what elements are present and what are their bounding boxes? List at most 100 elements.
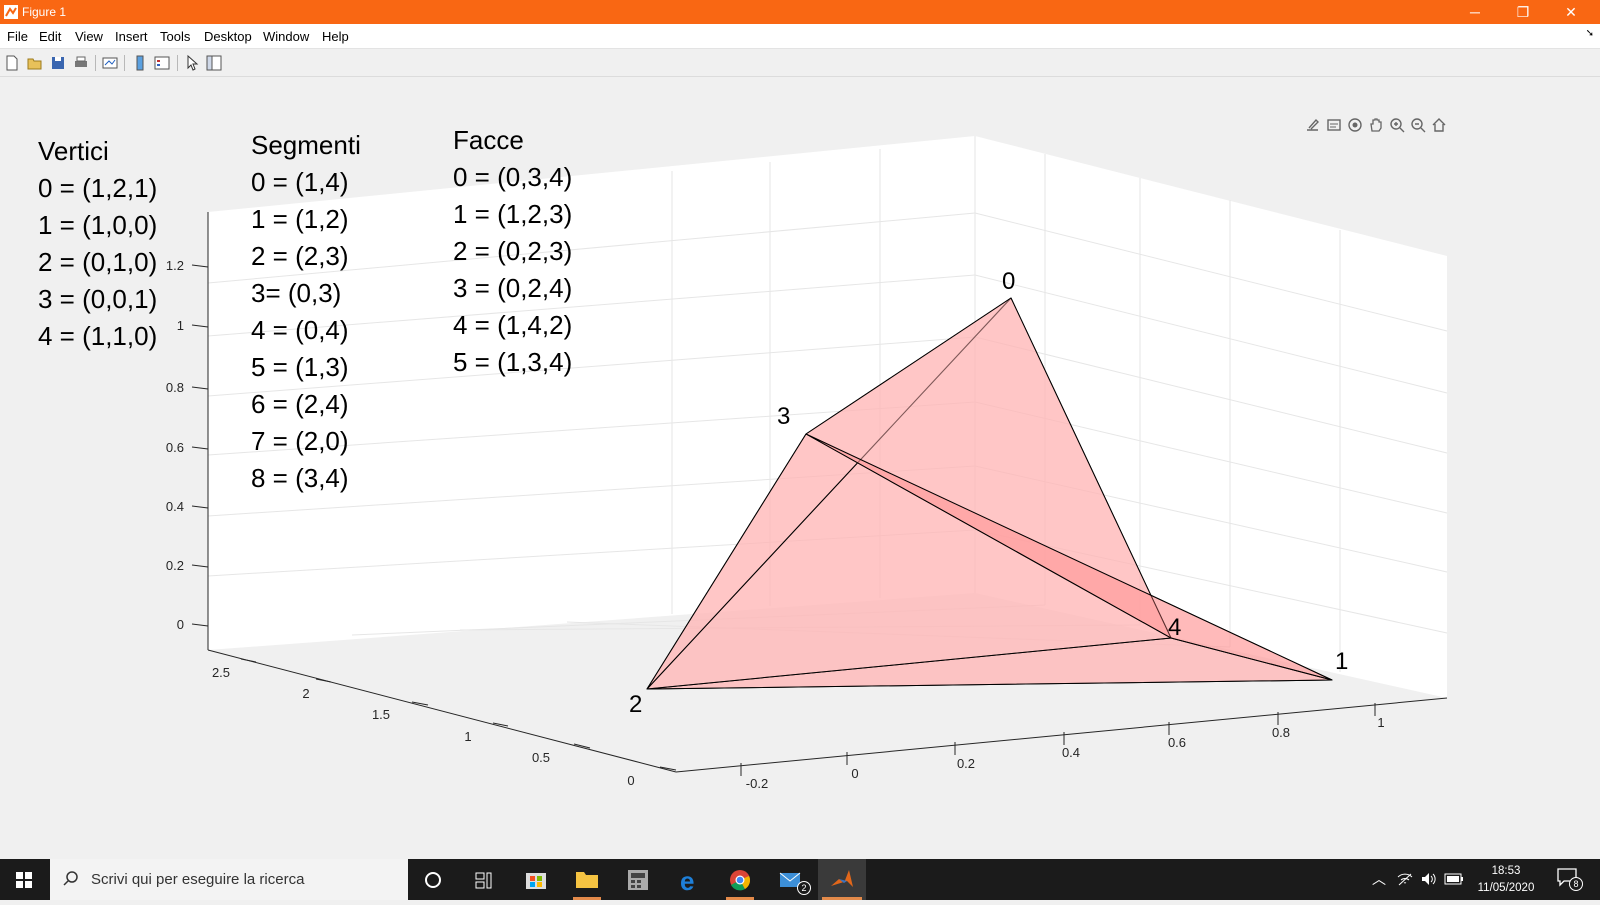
figure-canvas: 0 0.2 0.4 0.6 0.8 1 1.2 0 0.5 1 1.5 2 2.… (0, 78, 1600, 859)
title-bar: Figure 1 ─ ❐ ✕ (0, 0, 1600, 24)
vertex-label: 1 (1335, 648, 1348, 675)
search-icon (63, 871, 78, 886)
y-tick-label: 1 (464, 729, 471, 744)
segmenti-item: 0 = (1,4) (251, 167, 349, 197)
segmenti-item: 8 = (3,4) (251, 463, 349, 493)
new-figure-icon[interactable] (3, 54, 21, 72)
cortana-icon[interactable] (409, 859, 457, 900)
segmenti-item: 3= (0,3) (251, 278, 341, 308)
file-explorer-icon[interactable] (563, 859, 611, 900)
vertex-label: 4 (1168, 614, 1181, 641)
maximize-button[interactable]: ❐ (1516, 4, 1530, 20)
z-tick-label: 0.6 (166, 440, 184, 455)
vertici-title: Vertici (38, 136, 109, 166)
edit-plot-icon[interactable] (183, 54, 201, 72)
polyhedron-faces (646, 297, 1333, 690)
taskbar-search-box[interactable]: Scrivi qui per eseguire la ricerca (50, 859, 408, 900)
menu-tools[interactable]: Tools (160, 29, 191, 44)
microsoft-store-icon[interactable] (512, 859, 560, 900)
rotate-3d-icon[interactable] (1346, 116, 1364, 134)
mail-app-button[interactable]: 2 (767, 859, 815, 900)
segmenti-item: 7 = (2,0) (251, 426, 349, 456)
facce-item: 1 = (1,2,3) (453, 199, 572, 229)
z-tick-label: 0.2 (166, 558, 184, 573)
facce-item: 4 = (1,4,2) (453, 310, 572, 340)
menu-help[interactable]: Help (322, 29, 349, 44)
link-plot-icon[interactable] (101, 54, 119, 72)
notification-icon (1557, 868, 1577, 887)
search-placeholder: Scrivi qui per eseguire la ricerca (91, 871, 305, 888)
save-icon[interactable] (49, 54, 67, 72)
brush-icon[interactable] (1304, 116, 1322, 134)
axis-lines (207, 212, 1448, 773)
vertici-item: 4 = (1,1,0) (38, 321, 157, 351)
vertici-item: 2 = (0,1,0) (38, 247, 157, 277)
zoom-out-icon[interactable] (1409, 116, 1427, 134)
matlab-taskbar-button[interactable] (818, 859, 866, 900)
home-icon[interactable] (1430, 116, 1448, 134)
x-tick-label: 0 (851, 766, 858, 781)
taskbar: Scrivi qui per eseguire la ricerca e 2 ︿… (0, 859, 1600, 900)
x-tick-label: 0.2 (957, 756, 975, 771)
axes-toolbar (1304, 116, 1454, 136)
menu-insert[interactable]: Insert (115, 29, 148, 44)
facce-item: 3 = (0,2,4) (453, 273, 572, 303)
zoom-in-icon[interactable] (1388, 116, 1406, 134)
action-center-button[interactable]: 8 (1556, 867, 1588, 893)
print-icon[interactable] (72, 54, 90, 72)
minimize-button[interactable]: ─ (1470, 4, 1480, 20)
mail-icon (779, 872, 801, 887)
edge-browser-icon[interactable]: e (665, 859, 713, 900)
mail-badge: 2 (797, 881, 811, 895)
vertici-item: 1 = (1,0,0) (38, 210, 157, 240)
z-tick-label: 0 (177, 617, 184, 632)
segmenti-item: 1 = (1,2) (251, 204, 349, 234)
facce-item: 2 = (0,2,3) (453, 236, 572, 266)
facce-item: 0 = (0,3,4) (453, 162, 572, 192)
menu-bar: File Edit View Insert Tools Desktop Wind… (0, 24, 1600, 49)
x-tick-label: 0.4 (1062, 745, 1080, 760)
clock-date: 11/05/2020 (1477, 882, 1535, 894)
matlab-figure-icon (4, 5, 18, 19)
colorbar-icon[interactable] (131, 54, 149, 72)
clock-time: 18:53 (1491, 865, 1521, 877)
property-inspector-icon[interactable] (205, 54, 223, 72)
volume-icon[interactable] (1420, 871, 1438, 887)
legend-icon[interactable] (153, 54, 171, 72)
y-tick-label: 0 (627, 773, 634, 788)
menu-window[interactable]: Window (263, 29, 310, 44)
pan-icon[interactable] (1367, 116, 1385, 134)
task-view-icon[interactable] (460, 859, 508, 900)
windows-start-icon[interactable] (0, 859, 48, 900)
x-tick-label: 0.6 (1168, 735, 1186, 750)
facce-item: 5 = (1,3,4) (453, 347, 572, 377)
show-hidden-icons-icon[interactable]: ︿ (1372, 871, 1386, 887)
z-tick-label: 0.4 (166, 499, 184, 514)
segmenti-item: 4 = (0,4) (251, 315, 349, 345)
system-clock[interactable]: 18:53 11/05/2020 (1468, 863, 1544, 897)
menu-desktop[interactable]: Desktop (204, 29, 252, 44)
dock-arrow-icon[interactable]: ➘ (1585, 28, 1594, 39)
menu-edit[interactable]: Edit (39, 29, 62, 44)
menu-view[interactable]: View (75, 29, 103, 44)
chrome-browser-icon[interactable] (716, 859, 764, 900)
z-tick-label: 0.8 (166, 380, 184, 395)
vertex-label: 3 (777, 403, 790, 430)
window-title: Figure 1 (22, 5, 67, 19)
segmenti-item: 5 = (1,3) (251, 352, 349, 382)
plot-svg: 0 0.2 0.4 0.6 0.8 1 1.2 0 0.5 1 1.5 2 2.… (38, 125, 1448, 791)
y-tick-label: 2.5 (212, 665, 230, 680)
x-tick-label: -0.2 (746, 776, 768, 791)
data-tips-icon[interactable] (1325, 116, 1343, 134)
menu-file[interactable]: File (7, 29, 28, 44)
facce-title: Facce (453, 125, 524, 155)
close-button[interactable]: ✕ (1565, 4, 1577, 20)
notification-count: 8 (1569, 877, 1583, 891)
x-tick-label: 1 (1377, 715, 1384, 730)
vertex-label: 0 (1002, 268, 1015, 295)
toolbar-separator (177, 55, 178, 71)
battery-icon[interactable] (1444, 873, 1464, 885)
calculator-app-icon[interactable] (614, 859, 662, 900)
open-file-icon[interactable] (26, 54, 44, 72)
network-icon[interactable] (1396, 871, 1414, 887)
